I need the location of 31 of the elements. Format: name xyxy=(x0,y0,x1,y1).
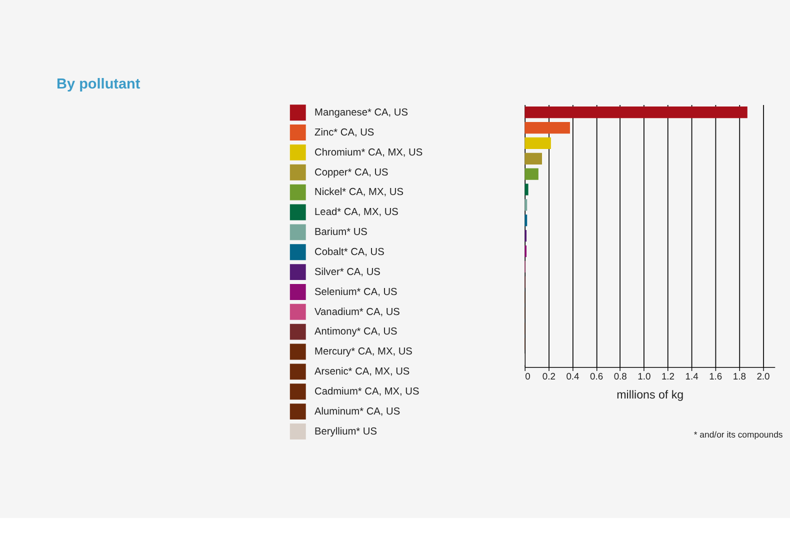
legend-label: Cobalt* CA, US xyxy=(314,247,385,258)
x-tick-label: 0.2 xyxy=(542,370,556,382)
legend-label: Copper* CA, US xyxy=(314,167,389,178)
legend-label: Lead* CA, MX, US xyxy=(314,207,399,218)
legend-label: Manganese* CA, US xyxy=(314,107,408,118)
x-tick-label: 0 xyxy=(525,370,530,382)
legend-label: Silver* CA, US xyxy=(314,266,381,278)
text: By pollutant xyxy=(56,76,140,93)
legend-label: Arsenic* CA, MX, US xyxy=(314,366,410,378)
x-tick-label: 1.6 xyxy=(709,370,722,382)
x-tick-label: 2.0 xyxy=(756,370,770,382)
x-tick-label: 0.8 xyxy=(614,370,627,382)
legend-label: Selenium* CA, US xyxy=(314,286,398,298)
legend-label: Zinc* CA, US xyxy=(314,127,374,138)
legend-label: Barium* US xyxy=(314,227,368,238)
legend-label: Antimony* CA, US xyxy=(314,326,398,338)
x-tick-label: 1.8 xyxy=(732,370,746,382)
legend-label: Vanadium* CA, US xyxy=(314,306,400,318)
x-tick-label: 1.0 xyxy=(638,370,651,382)
legend-label: Chromium* CA, MX, US xyxy=(314,147,423,158)
x-tick-label: 1.2 xyxy=(661,370,675,382)
legend-label: Beryllium* US xyxy=(314,426,378,438)
legend-label: Aluminum* CA, US xyxy=(314,406,400,418)
legend-label: Mercury* CA, MX, US xyxy=(314,346,413,358)
legend-label: Nickel* CA, MX, US xyxy=(314,187,404,198)
x-tick-label: 0.4 xyxy=(566,370,580,382)
legend-label: Cadmium* CA, MX, US xyxy=(314,386,420,398)
x-tick-label: 1.4 xyxy=(685,370,698,382)
text: * and/or its compounds xyxy=(694,429,784,440)
x-tick-label: 0.6 xyxy=(590,370,604,382)
x-axis-title: millions of kg xyxy=(616,390,684,402)
